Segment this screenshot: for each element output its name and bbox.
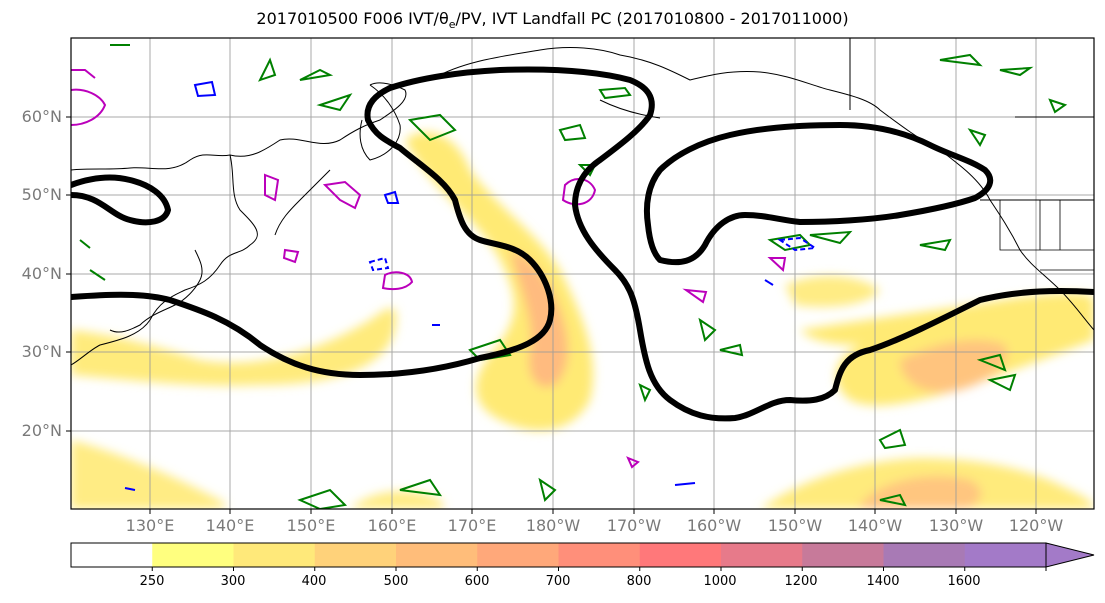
- title-prefix: 2017010500 F006 IVT/: [256, 9, 439, 28]
- colorbar-segment-11: [964, 543, 1047, 567]
- colorbar-label-500: 500: [383, 574, 409, 589]
- lon-label-180w: 180°W: [525, 516, 581, 535]
- title-theta-subscript: e: [448, 18, 456, 32]
- lon-label-150w: 150°W: [767, 516, 823, 535]
- lat-label-20n: 20°N: [21, 421, 62, 440]
- ivt-core-south: [860, 476, 981, 509]
- coast-asia: [71, 82, 407, 366]
- pc-contour-west: [71, 174, 171, 226]
- pc-contour-north-east: [643, 122, 994, 266]
- title-suffix: /PV, IVT Landfall PC (2017010800 - 20170…: [455, 9, 849, 28]
- colorbar-label-1600: 1600: [947, 574, 981, 589]
- coast-us-states: [999, 200, 1094, 271]
- lat-label-50n: 50°N: [21, 185, 62, 204]
- pv-low-contours: [124, 80, 818, 491]
- ivt-shading: [71, 131, 1094, 509]
- colorbar-label-250: 250: [139, 574, 165, 589]
- axis-ticks: [66, 116, 1037, 514]
- colorbar-segment-7: [639, 543, 722, 567]
- colorbar-label-700: 700: [545, 574, 571, 589]
- lon-label-170w: 170°W: [606, 516, 662, 535]
- colorbar-label-1400: 1400: [866, 574, 900, 589]
- lon-label-150e: 150°E: [286, 516, 336, 535]
- coast-japan: [109, 249, 203, 333]
- lon-label-160w: 160°W: [686, 516, 742, 535]
- ivt-core-east: [900, 340, 1008, 393]
- ivt-band-west: [71, 308, 397, 386]
- lat-label-30n: 30°N: [21, 342, 62, 361]
- gridlines: [71, 38, 1094, 509]
- lon-label-120w: 120°W: [1008, 516, 1064, 535]
- lon-label-130e: 130°E: [125, 516, 175, 535]
- map-title: 2017010500 F006 IVT/θe/PV, IVT Landfall …: [0, 9, 1105, 31]
- colorbar-segment-4: [396, 543, 478, 567]
- colorbar-segment-2: [233, 543, 316, 567]
- lat-label-40n: 40°N: [21, 264, 62, 283]
- title-theta: θ: [438, 9, 449, 28]
- colorbar-extend-arrow: [1045, 542, 1095, 568]
- colorbar-label-1200: 1200: [784, 574, 818, 589]
- ivt-blob-north-east: [785, 275, 880, 307]
- colorbar-segment-6: [558, 543, 641, 567]
- ivt-blob-south-mid: [350, 491, 444, 509]
- coastlines: [71, 38, 1094, 366]
- ivt-band-sw: [71, 440, 227, 509]
- lon-label-140e: 140°E: [205, 516, 255, 535]
- lon-label-130w: 130°W: [928, 516, 984, 535]
- ivt-landfall-pc-contour: [71, 66, 1094, 422]
- colorbar-label-1000: 1000: [703, 574, 737, 589]
- colorbar-label-400: 400: [301, 574, 327, 589]
- colorbar-label-800: 800: [626, 574, 652, 589]
- colorbar-segment-1: [152, 543, 234, 567]
- lat-label-60n: 60°N: [21, 107, 62, 126]
- colorbar-segment-9: [802, 543, 884, 567]
- colorbar-segment-5: [477, 543, 559, 567]
- colorbar-ticks: [151, 567, 1047, 571]
- colorbar-segment-3: [314, 543, 397, 567]
- coast-canada-border: [849, 38, 1094, 201]
- lon-label-140w: 140°W: [847, 516, 903, 535]
- colorbar-label-300: 300: [220, 574, 246, 589]
- colorbar-segments: [71, 543, 1047, 567]
- lon-label-170e: 170°E: [447, 516, 497, 535]
- lon-label-160e: 160°E: [367, 516, 417, 535]
- colorbar-segment-0: [71, 543, 153, 567]
- pv-high-contours: [71, 69, 787, 469]
- colorbar-segment-8: [721, 543, 803, 567]
- colorbar-label-600: 600: [464, 574, 490, 589]
- pc-contour-main: [71, 66, 1094, 422]
- colorbar: [70, 542, 1095, 571]
- colorbar-segment-10: [883, 543, 966, 567]
